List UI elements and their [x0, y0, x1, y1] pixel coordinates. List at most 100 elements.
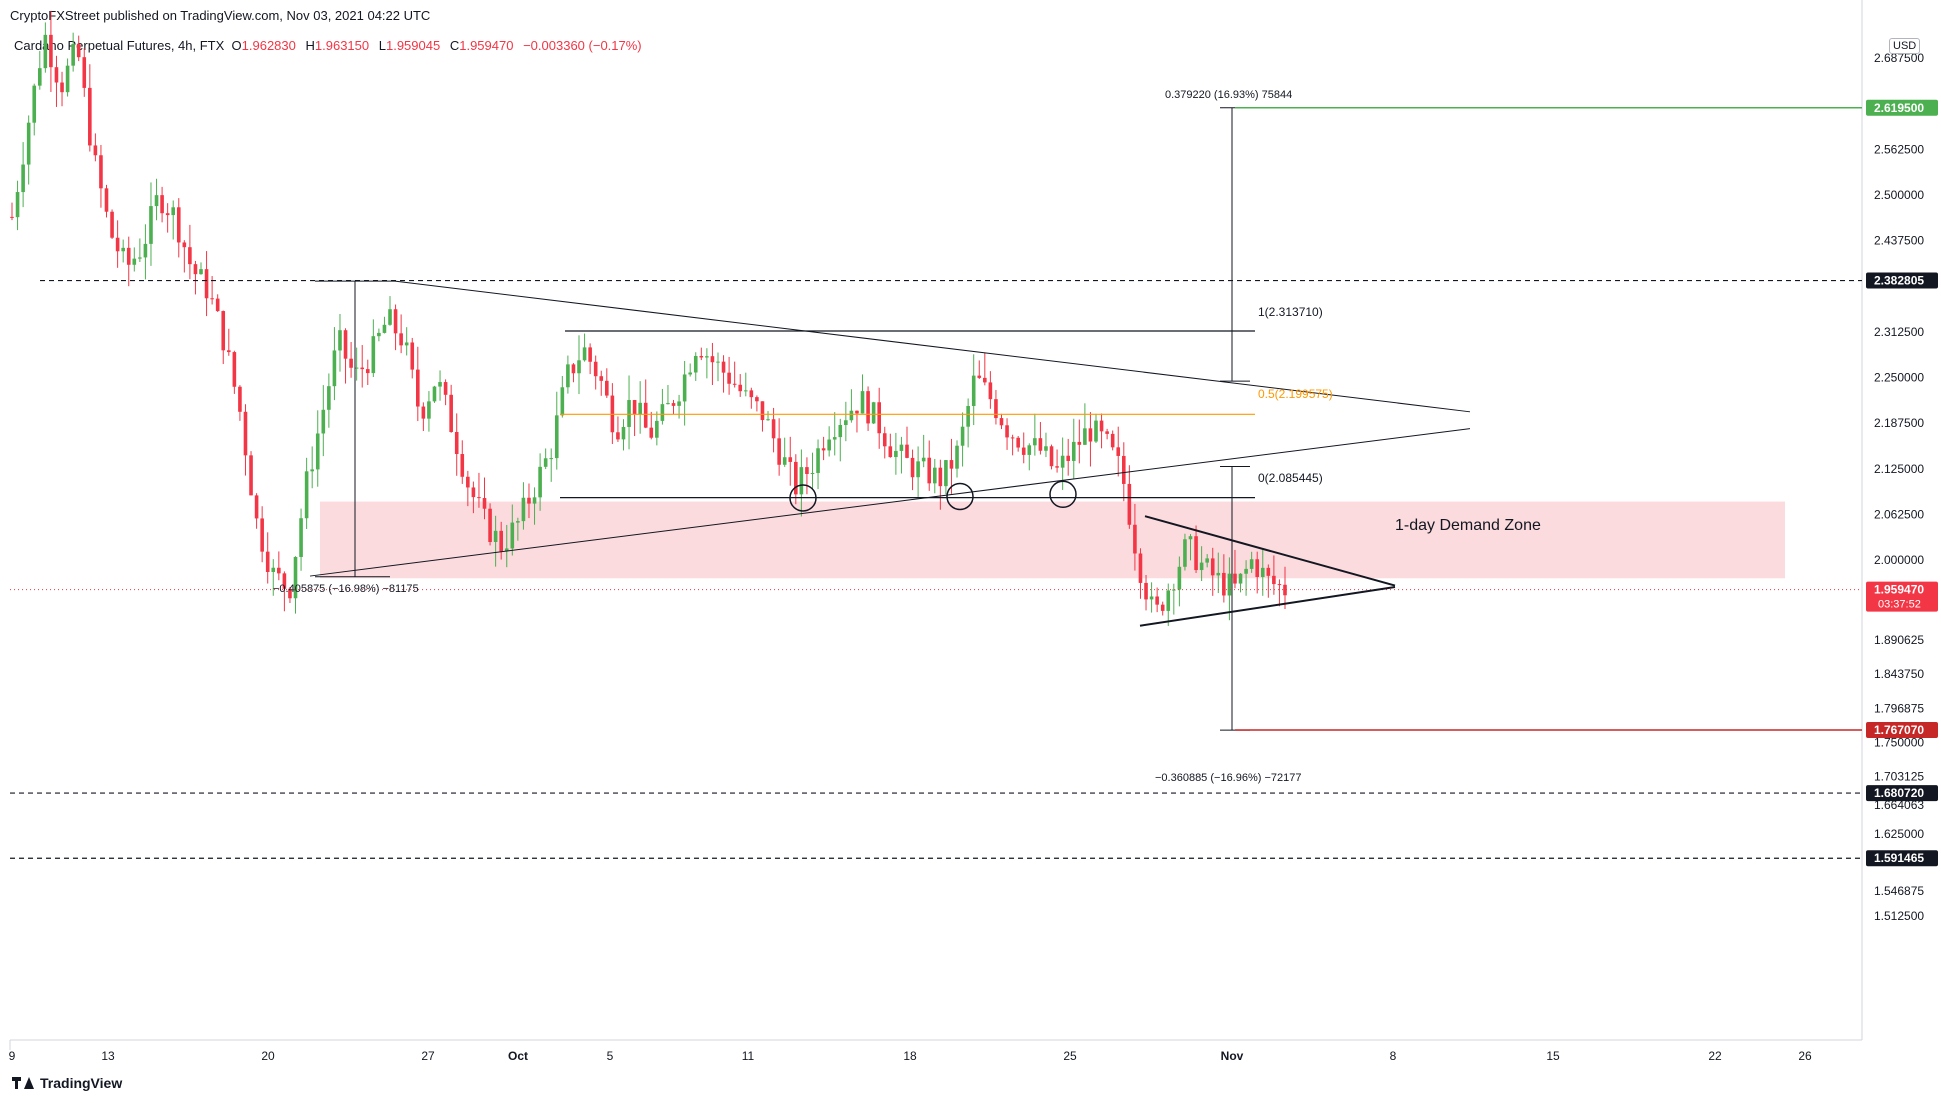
candle-body: [1099, 420, 1104, 432]
candle-body: [393, 309, 398, 334]
candle-body: [816, 448, 820, 473]
candle-body: [855, 410, 859, 414]
tradingview-logo-icon: [12, 1077, 34, 1089]
candle-body: [693, 355, 698, 373]
candle-body: [71, 44, 75, 66]
candle-body: [121, 247, 125, 252]
candle-body: [88, 87, 92, 146]
candle-body: [271, 567, 276, 572]
candle-body: [315, 433, 320, 470]
candle-body: [1166, 590, 1171, 611]
candle-body: [321, 409, 326, 434]
candle-body: [499, 530, 503, 552]
candle-body: [805, 467, 809, 475]
candle-body: [427, 401, 431, 419]
symbol-info-line: Cardano Perpetual Futures, 4h, FTX O1.96…: [14, 38, 648, 53]
triangle-upper-trendline: [394, 280, 1471, 413]
candle-body: [777, 438, 781, 465]
candle-body: [632, 400, 637, 415]
candle-body: [404, 342, 409, 346]
candle-body: [549, 458, 554, 460]
candle-body: [599, 376, 604, 381]
candle-body: [927, 457, 932, 484]
price-badge-label: 1.959470: [1874, 583, 1924, 597]
candle-body: [688, 372, 692, 375]
candle-body: [832, 437, 837, 440]
candle-body: [605, 380, 609, 396]
candle-body: [343, 330, 348, 359]
x-axis-tick: 26: [1798, 1049, 1812, 1063]
price-badge-countdown: 03:37:52: [1878, 599, 1921, 611]
candle-body: [682, 374, 687, 402]
candle-body: [221, 311, 226, 351]
candle-body: [265, 551, 270, 572]
candle-body: [1105, 431, 1109, 434]
candle-body: [999, 418, 1004, 426]
candle-body: [82, 57, 87, 88]
x-axis-tick: 27: [421, 1049, 435, 1063]
change-value: −0.003360 (−0.17%): [523, 38, 642, 53]
candle-body: [521, 497, 526, 522]
candle-body: [226, 350, 231, 353]
candle-body: [1222, 572, 1226, 596]
candle-body: [1094, 420, 1098, 442]
symbol-name[interactable]: Cardano Perpetual Futures, 4h, FTX: [14, 38, 225, 53]
fib-half-label: 0.5(2.199575): [1258, 387, 1333, 401]
candle-body: [299, 518, 303, 557]
candle-body: [649, 427, 654, 438]
footer-brand[interactable]: TradingView: [12, 1075, 122, 1091]
candle-body: [844, 420, 848, 425]
candle-body: [971, 375, 976, 406]
y-axis-tick: 1.843750: [1874, 667, 1924, 681]
candle-body: [1027, 445, 1032, 455]
candle-body: [154, 195, 159, 207]
candle-body: [983, 377, 987, 383]
x-axis-tick: 18: [903, 1049, 917, 1063]
candle-body: [960, 426, 965, 446]
candle-body: [1133, 524, 1137, 554]
candle-body: [21, 164, 25, 193]
candle-body: [410, 342, 415, 370]
candle-body: [671, 403, 676, 406]
candle-body: [482, 498, 487, 509]
candle-body: [799, 467, 804, 495]
candle-body: [699, 355, 704, 358]
candle-body: [1266, 567, 1271, 576]
candle-body: [510, 522, 515, 549]
price-badge-label: 2.382805: [1874, 274, 1924, 288]
candle-body: [1116, 447, 1121, 456]
candle-body: [260, 518, 264, 552]
candle-body: [866, 391, 870, 424]
candle-body: [894, 450, 898, 458]
candle-body: [755, 397, 759, 402]
candle-body: [627, 400, 631, 427]
candle-body: [910, 457, 915, 478]
candle-body: [210, 298, 214, 300]
candle-body: [1016, 437, 1020, 448]
candle-body: [26, 122, 31, 165]
demand-zone-rect: [320, 501, 1785, 579]
candle-body: [538, 466, 542, 498]
candle-body: [1199, 562, 1204, 571]
currency-badge[interactable]: USD: [1889, 38, 1921, 54]
candle-body: [977, 375, 982, 378]
candle-body: [1110, 433, 1115, 448]
y-axis-tick: 1.512500: [1874, 909, 1924, 923]
y-axis-tick: 2.562500: [1874, 142, 1924, 156]
candle-body: [932, 467, 937, 484]
candle-body: [54, 67, 59, 83]
candle-body: [243, 411, 248, 456]
candle-body: [477, 497, 481, 499]
y-axis-tick: 2.000000: [1874, 553, 1924, 567]
price-badge-1.591465: [1866, 850, 1938, 867]
candle-body: [288, 588, 292, 599]
candle-body: [488, 508, 492, 542]
candle-body: [810, 472, 815, 475]
candle-body: [743, 390, 748, 392]
candle-body: [560, 387, 565, 416]
candle-body: [766, 419, 770, 421]
candle-body: [1071, 441, 1076, 461]
candle-body: [466, 476, 470, 488]
y-axis-tick: 1.546875: [1874, 884, 1924, 898]
